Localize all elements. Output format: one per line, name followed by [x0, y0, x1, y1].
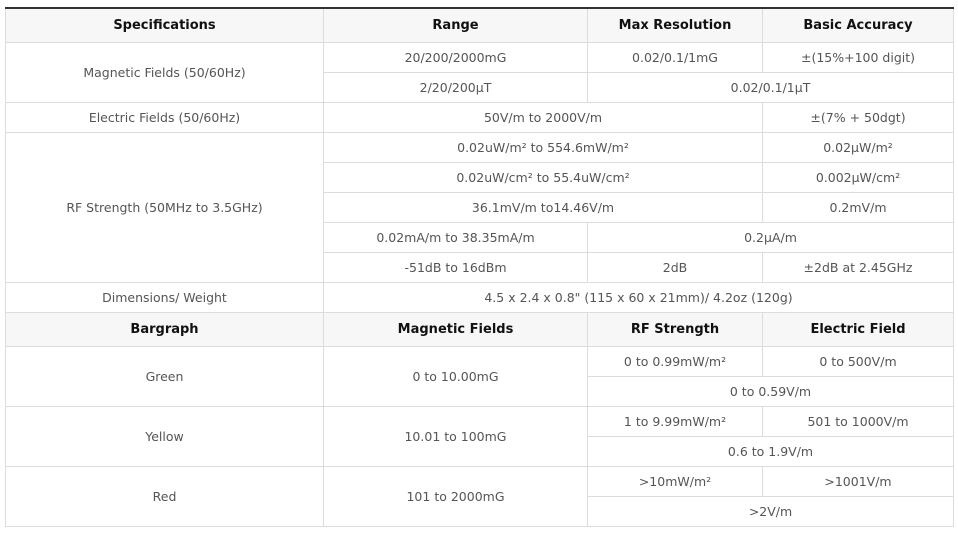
table-row: 0.6 to 1.9V/m [6, 436, 954, 467]
cell: 0.02uW/cm² to 55.4uW/cm² [323, 162, 763, 193]
cell: 0 to 0.99mW/m² [587, 346, 763, 377]
table-row: Dimensions/ Weight 4.5 x 2.4 x 0.8" (115… [5, 282, 954, 313]
cell: 0.02uW/m² to 554.6mW/m² [323, 132, 763, 163]
cell: 0.02µW/m² [762, 132, 954, 163]
header-cell: Range [323, 7, 588, 43]
table-row: 0 to 0.59V/m [6, 376, 954, 407]
header-cell: RF Strength [587, 312, 763, 347]
table-row: 0.02mA/m to 38.35mA/m 0.2µA/m [6, 222, 954, 253]
cell: 0 to 10.00mG [323, 346, 588, 407]
cell: 2dB [587, 252, 763, 283]
row-label: Magnetic Fields (50/60Hz) [5, 42, 324, 103]
cell: 0.002µW/cm² [762, 162, 954, 193]
cell: 4.5 x 2.4 x 0.8" (115 x 60 x 21mm)/ 4.2o… [323, 282, 954, 313]
cell: 10.01 to 100mG [323, 406, 588, 467]
cell: 2/20/200µT [323, 72, 588, 103]
cell: 0.02/0.1/1mG [587, 42, 763, 73]
table-row: Red 101 to 2000mG >10mW/m² >1001V/m [5, 466, 954, 527]
header-cell: Magnetic Fields [323, 312, 588, 347]
table-row: Green 0 to 10.00mG 0 to 0.99mW/m² 0 to 5… [5, 346, 954, 407]
cell: >10mW/m² [587, 466, 763, 497]
row-label: Red [5, 466, 324, 527]
table-row: -51dB to 16dBm 2dB ±2dB at 2.45GHz [6, 252, 954, 283]
row-label: RF Strength (50MHz to 3.5GHz) [5, 132, 324, 283]
cell: 501 to 1000V/m [762, 406, 954, 437]
cell: 0.2µA/m [587, 222, 954, 253]
header-cell: Bargraph [5, 312, 324, 347]
row-label: Dimensions/ Weight [5, 282, 324, 313]
cell: 50V/m to 2000V/m [323, 102, 763, 133]
cell: >1001V/m [762, 466, 954, 497]
cell: 1 to 9.99mW/m² [587, 406, 763, 437]
header-row: Specifications Range Max Resolution Basi… [5, 7, 954, 43]
row-label: Green [5, 346, 324, 407]
cell: 0 to 500V/m [762, 346, 954, 377]
table-row: 36.1mV/m to14.46V/m 0.2mV/m [6, 192, 954, 223]
cell: 101 to 2000mG [323, 466, 588, 527]
header-cell: Max Resolution [587, 7, 763, 43]
cell: 0.02/0.1/1µT [587, 72, 954, 103]
row-label: Electric Fields (50/60Hz) [5, 102, 324, 133]
header-cell: Electric Field [762, 312, 954, 347]
table-row: Magnetic Fields (50/60Hz) 20/200/2000mG … [5, 42, 954, 103]
cell: 0.2mV/m [762, 192, 954, 223]
cell: ±2dB at 2.45GHz [762, 252, 954, 283]
table-row: 2/20/200µT 0.02/0.1/1µT [6, 72, 954, 103]
bargraph-header-row: Bargraph Magnetic Fields RF Strength Ele… [5, 312, 954, 347]
cell: >2V/m [587, 496, 954, 527]
row-label: Yellow [5, 406, 324, 467]
cell: -51dB to 16dBm [323, 252, 588, 283]
header-cell: Specifications [5, 7, 324, 43]
table-row: Yellow 10.01 to 100mG 1 to 9.99mW/m² 501… [5, 406, 954, 467]
cell: ±(7% + 50dgt) [762, 102, 954, 133]
cell: 0.6 to 1.9V/m [587, 436, 954, 467]
table-row: Electric Fields (50/60Hz) 50V/m to 2000V… [5, 102, 954, 133]
table-row: >2V/m [6, 496, 954, 527]
header-cell: Basic Accuracy [762, 7, 954, 43]
specifications-table: Specifications Range Max Resolution Basi… [5, 7, 954, 527]
cell: ±(15%+100 digit) [762, 42, 954, 73]
table-row: RF Strength (50MHz to 3.5GHz) 0.02uW/m² … [5, 132, 954, 283]
cell: 0 to 0.59V/m [587, 376, 954, 407]
cell: 36.1mV/m to14.46V/m [323, 192, 763, 223]
cell: 20/200/2000mG [323, 42, 588, 73]
cell: 0.02mA/m to 38.35mA/m [323, 222, 588, 253]
